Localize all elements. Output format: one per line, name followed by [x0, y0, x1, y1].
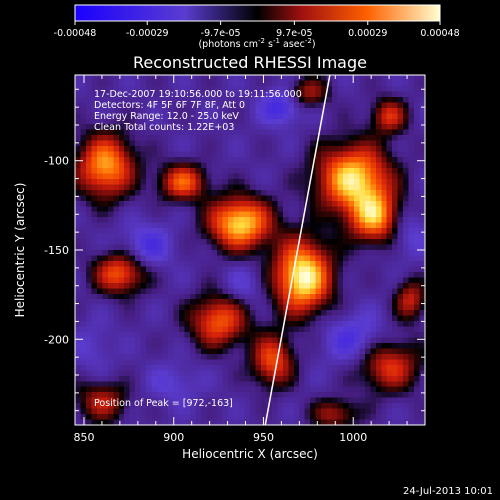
annotation-clean-counts: Clean Total counts: 1.22E+03	[94, 122, 234, 133]
annotation-detectors: Detectors: 4F 5F 6F 7F 8F, Att 0	[94, 100, 245, 111]
annotation-energy-range: Energy Range: 12.0 - 25.0 keV	[94, 111, 239, 122]
y-tick-label: -200	[44, 333, 69, 346]
chart-title: Reconstructed RHESSI Image	[133, 53, 367, 72]
heatmap-area	[75, 75, 425, 425]
colorbar-tick-label: 0.00048	[420, 28, 459, 39]
y-tick-label: -100	[44, 155, 69, 168]
limb-line	[264, 75, 331, 425]
annotation-time-range: 17-Dec-2007 19:10:56.000 to 19:11:56.000	[94, 89, 302, 100]
colorbar-tick-label: -0.00048	[54, 28, 97, 39]
colorbar-tick-label: -9.7e-05	[201, 28, 241, 39]
footer-date: 24-Jul-2013 10:01	[403, 486, 493, 497]
y-axis-label: Heliocentric Y (arcsec)	[13, 183, 27, 318]
colorbar-unit-label: (photons cm-2 s-1 asec-2)	[198, 37, 315, 50]
x-tick-label: 1000	[339, 431, 367, 444]
x-axis-label: Heliocentric X (arcsec)	[182, 447, 318, 461]
colorbar	[74, 4, 441, 22]
peak-position-label: Position of Peak = [972,-163]	[94, 398, 233, 409]
colorbar-tick-label: -0.00029	[126, 28, 169, 39]
y-tick-label: -150	[44, 244, 69, 257]
x-tick-label: 900	[163, 431, 184, 444]
x-tick-label: 950	[253, 431, 274, 444]
colorbar-tick-label: 9.7e-05	[276, 28, 312, 39]
colorbar-tick-label: 0.00029	[348, 28, 387, 39]
x-tick-label: 850	[73, 431, 94, 444]
